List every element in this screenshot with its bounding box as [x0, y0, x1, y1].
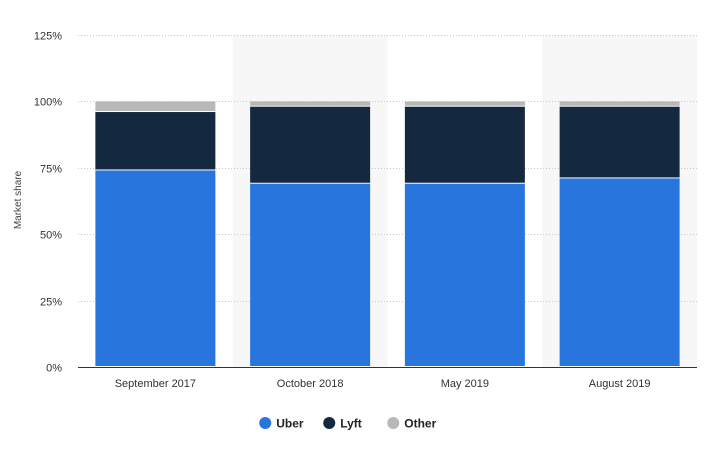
bar-lyft-3[interactable] — [559, 106, 680, 178]
y-axis-ticks: 0% 25% 50% 75% 100% 125% — [34, 31, 62, 375]
y-tick-label: 75% — [40, 164, 62, 176]
y-tick-label: 0% — [46, 363, 62, 375]
legend-marker-other — [387, 417, 400, 429]
y-axis-title: Market share — [13, 170, 24, 229]
y-tick-label: 25% — [40, 297, 62, 309]
bar-other-2[interactable] — [404, 101, 525, 106]
x-tick-label: August 2019 — [589, 378, 651, 390]
bar-lyft-0[interactable] — [95, 112, 216, 170]
bar-uber-1[interactable] — [250, 183, 371, 366]
x-axis-labels: September 2017 October 2018 May 2019 August… — [115, 378, 651, 390]
y-tick-label: 125% — [34, 31, 62, 43]
x-tick-label: October 2018 — [277, 378, 344, 390]
y-tick-label: 100% — [34, 97, 62, 109]
legend: Uber Lyft Other — [259, 417, 437, 431]
bar-uber-2[interactable] — [404, 183, 525, 366]
bar-other-0[interactable] — [95, 101, 216, 112]
bar-other-3[interactable] — [559, 101, 680, 106]
bar-uber-3[interactable] — [559, 178, 680, 366]
bar-lyft-1[interactable] — [250, 106, 371, 183]
bar-other-1[interactable] — [250, 101, 371, 106]
x-tick-label: September 2017 — [115, 378, 196, 390]
legend-marker-uber — [259, 417, 272, 429]
legend-marker-lyft — [323, 417, 336, 429]
legend-label-other[interactable]: Other — [404, 417, 436, 431]
bar-lyft-2[interactable] — [404, 106, 525, 183]
y-tick-label: 50% — [40, 230, 62, 242]
x-tick-label: May 2019 — [441, 378, 489, 390]
gridlines — [78, 35, 697, 302]
bars — [95, 101, 680, 366]
legend-label-lyft[interactable]: Lyft — [340, 417, 362, 431]
legend-label-uber[interactable]: Uber — [276, 417, 304, 431]
bar-uber-0[interactable] — [95, 170, 216, 366]
